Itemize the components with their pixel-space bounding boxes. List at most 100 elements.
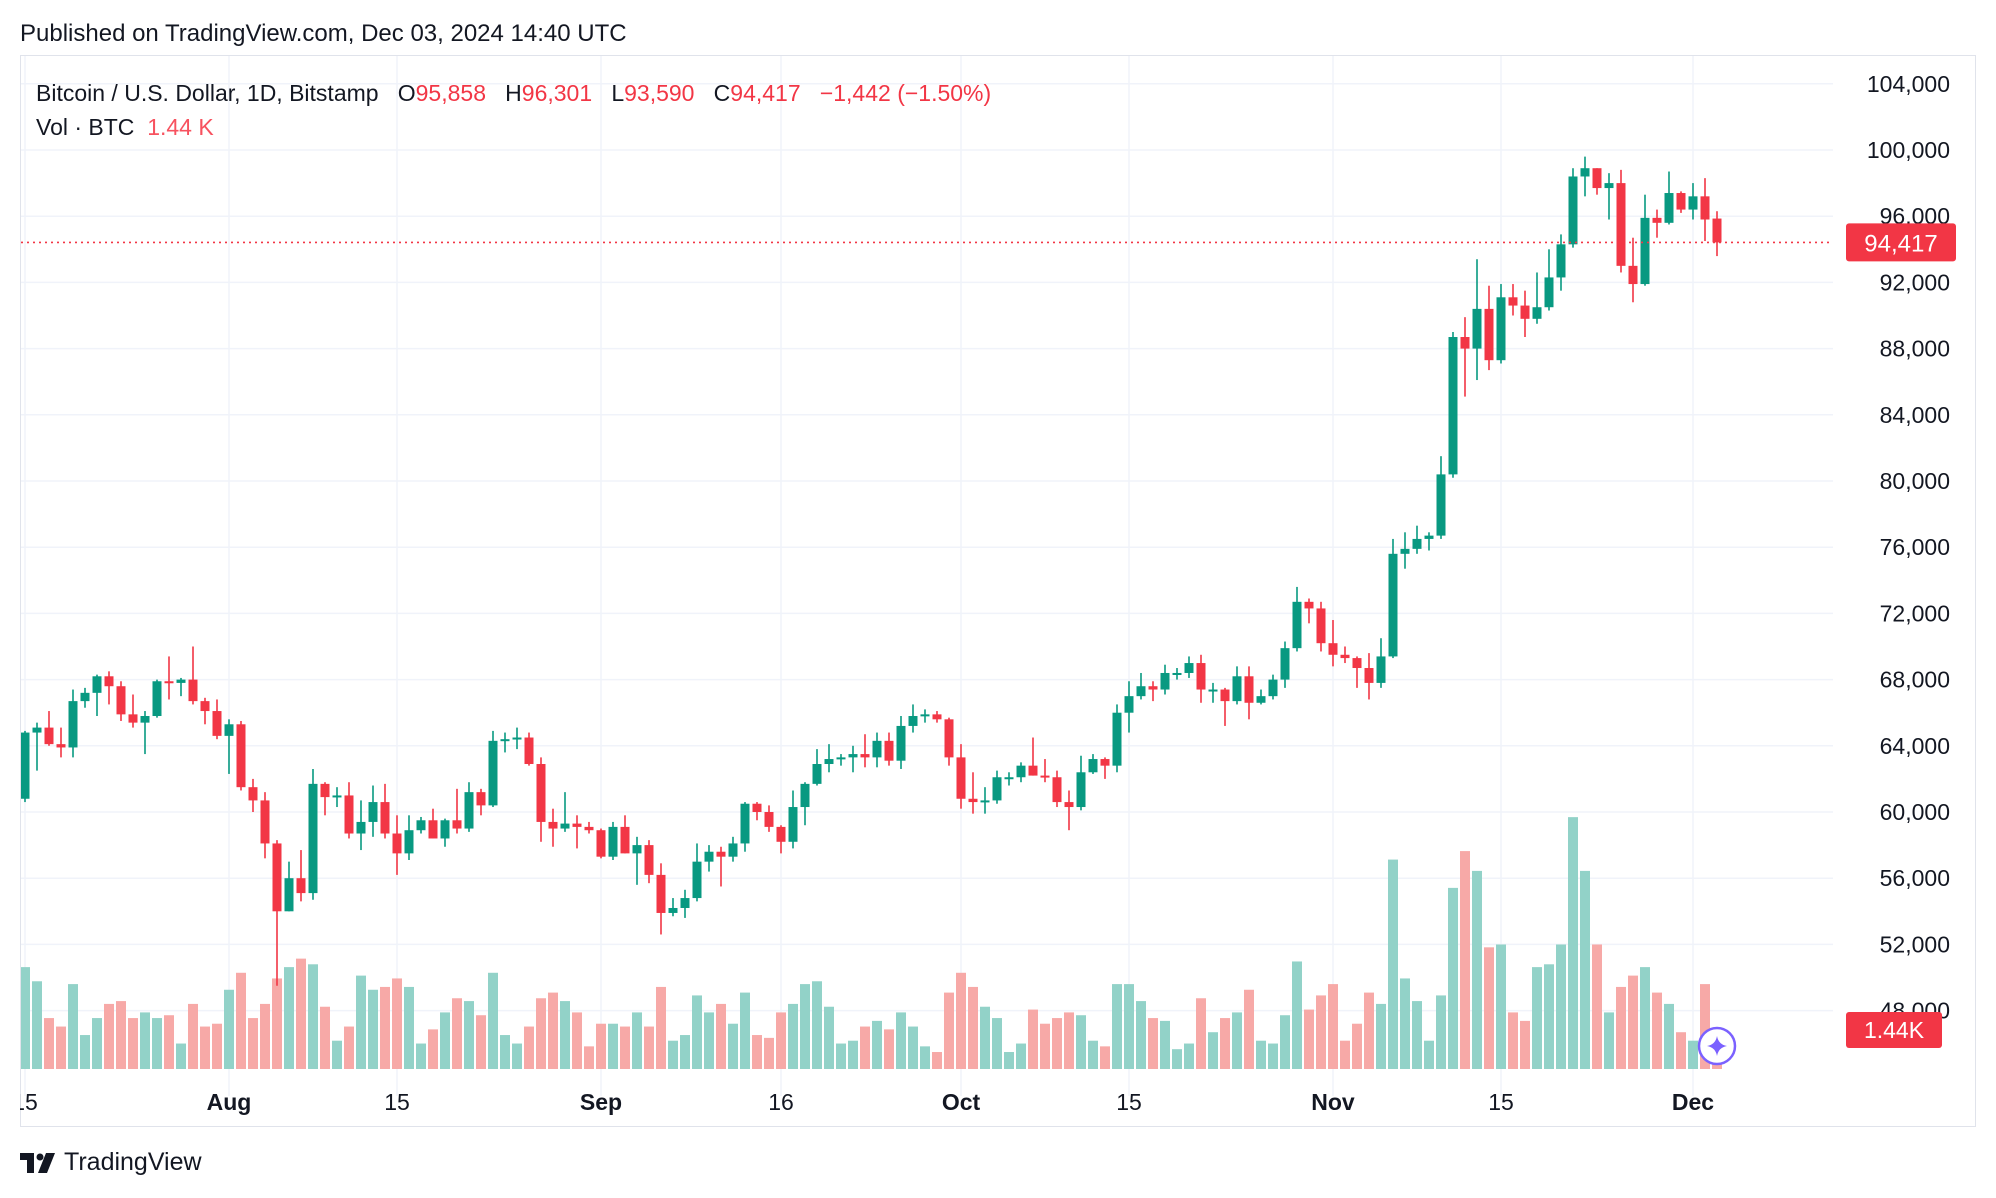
candle-body [200, 701, 210, 712]
volume-bar [908, 1026, 918, 1069]
candle [620, 815, 630, 854]
candle [1160, 664, 1170, 695]
candle [1484, 285, 1494, 371]
change-value: −1,442 (−1.50%) [819, 80, 992, 106]
candle [716, 846, 726, 887]
volume-bar [1616, 986, 1626, 1069]
candle [608, 821, 618, 860]
candle [1520, 290, 1530, 338]
volume-bar [1040, 1023, 1050, 1069]
candle [1640, 194, 1650, 286]
candle [21, 730, 30, 803]
candle-body [620, 826, 630, 854]
candle [788, 790, 798, 849]
high-label: H [505, 80, 522, 106]
price-tick-label: 80,000 [1880, 468, 1950, 494]
candle [356, 800, 366, 851]
volume-bar [1652, 992, 1662, 1069]
candle-body [140, 716, 150, 723]
volume-bar [452, 998, 462, 1069]
candle-body [536, 764, 546, 822]
candle-body [128, 714, 138, 723]
candle-body [1124, 696, 1134, 713]
volume-bar [1508, 1012, 1518, 1069]
brand-name: TradingView [64, 1148, 202, 1176]
volume-bar [704, 1012, 714, 1069]
candle [236, 720, 246, 791]
volume-bar [836, 1043, 846, 1069]
candle [296, 850, 306, 902]
candle-body [92, 676, 102, 693]
candle [1376, 638, 1386, 688]
candle [404, 815, 414, 860]
candle-body [1352, 658, 1362, 669]
candle-body [224, 724, 234, 736]
candle-body [428, 820, 438, 839]
candle-body [80, 692, 90, 702]
candle-body [1316, 608, 1326, 644]
price-tick-label: 52,000 [1880, 931, 1950, 957]
candle-body [1268, 679, 1278, 697]
label-mask [0, 1085, 20, 1120]
volume-bar [1412, 1001, 1422, 1069]
candle [1700, 178, 1710, 242]
volume-bar [1016, 1043, 1026, 1069]
candle-body [728, 843, 738, 857]
candle-body [1424, 535, 1434, 539]
candle [1268, 674, 1278, 700]
candle [680, 889, 690, 918]
volume-bar [644, 1026, 654, 1069]
volume-bar [68, 984, 78, 1069]
volume-bar [536, 998, 546, 1069]
volume-bar [896, 1012, 906, 1069]
volume-bar [1112, 984, 1122, 1069]
tradingview-brand[interactable]: TradingView [20, 1148, 202, 1177]
volume-bar [812, 981, 822, 1069]
candle-body [1160, 672, 1170, 690]
volume-bar [380, 986, 390, 1069]
time-tick-label: 15 [1488, 1089, 1514, 1115]
volume-bar [1232, 1012, 1242, 1069]
price-tick-label: 84,000 [1880, 402, 1950, 428]
candle-body [1472, 308, 1482, 349]
candle-body [21, 732, 30, 799]
candle [1388, 538, 1398, 659]
close-label: C [713, 80, 731, 106]
candle-body [368, 802, 378, 822]
symbol-title[interactable]: Bitcoin / U.S. Dollar, 1D, Bitstamp [36, 80, 379, 106]
candle [1064, 790, 1074, 831]
candle-body [1040, 775, 1050, 778]
volume-bar [608, 1023, 618, 1069]
ai-assistant-button[interactable] [1697, 1026, 1737, 1066]
candle [1196, 654, 1206, 703]
candle-body [584, 826, 594, 831]
candle [800, 782, 810, 826]
volume-bar [104, 1003, 114, 1069]
candle-body [836, 757, 846, 760]
candle-body [236, 724, 246, 788]
candle [464, 782, 474, 832]
volume-bar [1220, 1018, 1230, 1069]
time-tick-label: 16 [768, 1089, 794, 1115]
candle [200, 697, 210, 725]
candle-body [1436, 474, 1446, 536]
candle-body [644, 845, 654, 875]
candle-body [308, 783, 318, 894]
published-caption: Published on TradingView.com, Dec 03, 20… [20, 20, 627, 47]
candle-body [68, 701, 78, 748]
price-tick-label: 88,000 [1880, 336, 1950, 362]
candle-body [344, 795, 354, 834]
volume-bar [1388, 859, 1398, 1069]
volume-bar [1472, 870, 1482, 1069]
candle [1004, 772, 1014, 786]
volume-bar [1688, 1040, 1698, 1069]
volume-bar [1592, 944, 1602, 1069]
candle [632, 836, 642, 885]
price-tick-label: 100,000 [1867, 137, 1950, 163]
volume-bar [680, 1035, 690, 1069]
candle [1532, 272, 1542, 324]
candle-body [452, 820, 462, 829]
volume-label[interactable]: Vol · BTC [36, 114, 135, 140]
volume-bar [1676, 1032, 1686, 1069]
